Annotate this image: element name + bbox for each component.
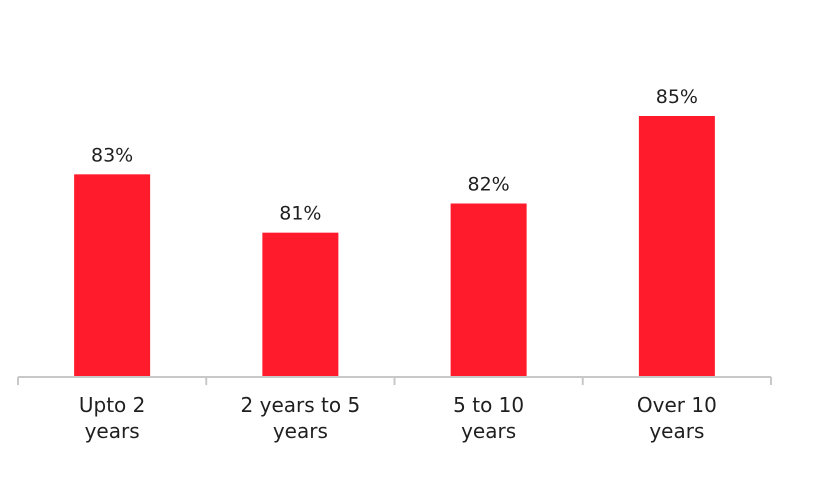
data-label-3: 82% — [468, 174, 510, 196]
x-tick-label-line: years — [461, 419, 516, 443]
bar-4 — [638, 116, 715, 377]
x-tick-label-line: Over 10 — [637, 393, 717, 417]
x-tick-label-2: 2 years to 5 years — [241, 393, 361, 443]
x-axis — [17, 376, 772, 385]
bar-1 — [74, 174, 151, 377]
x-tick-label-line: 5 to 10 — [453, 393, 524, 417]
bar-3 — [450, 203, 527, 377]
x-tick-label-line: years — [649, 419, 704, 443]
x-tick-label-4: Over 10 years — [637, 393, 717, 443]
x-tick-label-1: Upto 2 years — [79, 393, 146, 443]
bars-group — [74, 116, 715, 377]
data-label-1: 83% — [91, 144, 133, 166]
data-label-4: 85% — [656, 86, 698, 108]
data-label-2: 81% — [279, 203, 321, 225]
x-tick-label-line: 2 years to 5 — [241, 393, 361, 417]
data-labels-group: 83% 81% 82% 85% — [91, 86, 698, 225]
bar-2 — [262, 232, 339, 377]
x-tick-label-line: Upto 2 — [79, 393, 146, 417]
x-tick-label-line: years — [85, 419, 140, 443]
x-tick-label-line: years — [273, 419, 328, 443]
x-tick-label-3: 5 to 10 years — [453, 393, 524, 443]
